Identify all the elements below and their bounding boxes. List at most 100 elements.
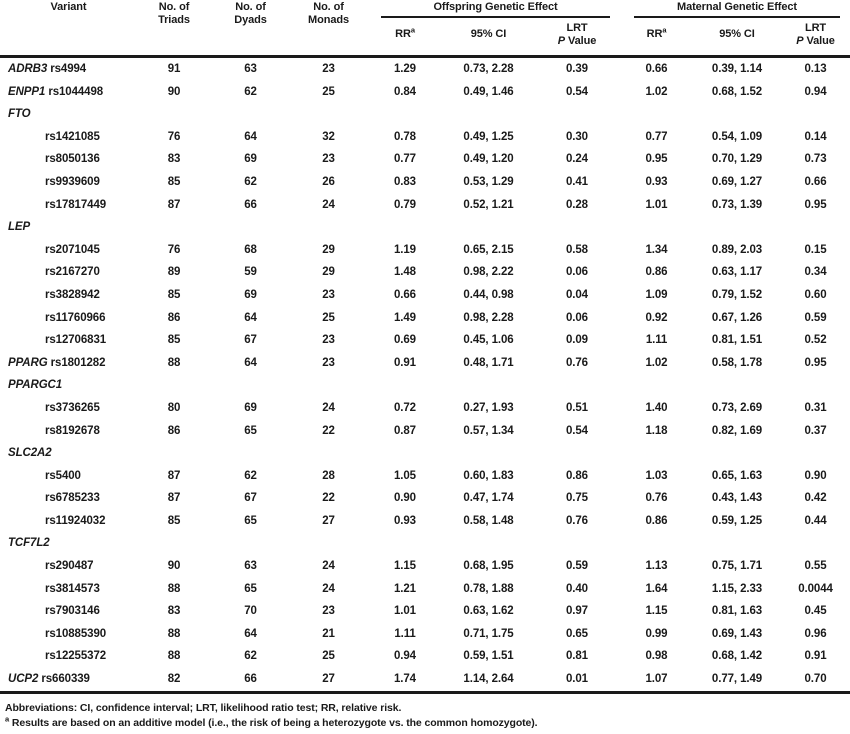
o-ci-cell: 0.98, 2.22	[463, 266, 514, 279]
o-rr-cell: 0.84	[394, 85, 416, 98]
m-rr-cell: 1.64	[645, 582, 668, 595]
m-p-cell: 0.52	[804, 334, 827, 347]
variant-data-row: rs8050136 83 69 23 0.77 0.49, 1.20 0.24 0.95 0.7…	[0, 148, 850, 171]
monads-cell: 26	[322, 175, 335, 188]
m-rr-cell: 1.02	[645, 356, 668, 369]
o-p-cell: 0.81	[566, 650, 588, 663]
abbreviations-note: Abbreviations: CI, confidence interval; …	[5, 701, 402, 714]
dyads-cell: 69	[244, 401, 257, 414]
col-header-dyads: No. of Dyads	[211, 0, 290, 58]
col-header-offspring-ci: 95% CI	[443, 18, 534, 58]
o-rr-cell: 0.66	[394, 288, 416, 301]
variant-data-row: PPARG rs1801282 88 64 23 0.91 0.48, 1.71 0.76 1…	[0, 352, 850, 375]
o-ci-cell: 0.57, 1.34	[463, 424, 514, 437]
m-rr-cell: 0.95	[645, 153, 668, 166]
dyads-cell: 66	[211, 668, 290, 694]
m-rr-cell: 1.15	[645, 605, 668, 618]
variant-cell: UCP2 rs660339	[0, 668, 137, 694]
gene-name: UCP2	[8, 673, 39, 686]
p-label: P	[557, 34, 566, 47]
offspring-effect-group-header: Offspring Genetic Effect	[367, 0, 620, 18]
gene-group-row: LEP	[0, 216, 850, 239]
m-p-cell: 0.60	[804, 288, 827, 301]
o-p-cell: 0.86	[566, 469, 588, 482]
gene-name: SLC2A2	[8, 447, 52, 460]
o-rr-cell: 1.11	[394, 627, 416, 640]
monads-cell: 29	[322, 243, 335, 256]
value-label: Value	[806, 34, 835, 47]
m-rr-cell: 1.18	[645, 424, 668, 437]
maternal-effect-group-label: Maternal Genetic Effect	[634, 1, 841, 18]
m-p-cell: 0.90	[804, 469, 827, 482]
o-rr-cell: 0.78	[394, 130, 416, 143]
m-ci-cell: 0.73, 1.39	[711, 198, 763, 211]
variant-cell: rs290487	[0, 555, 137, 578]
col-header-monads: No. of Monads	[290, 0, 367, 58]
rsid: rs3814573	[45, 582, 100, 595]
triads-cell: 87	[167, 492, 181, 505]
o-rr-cell: 1.01	[394, 605, 416, 618]
o-ci-cell: 0.52, 1.21	[463, 198, 514, 211]
variant-data-row: rs7903146 83 70 23 1.01 0.63, 1.62 0.97 1.15 0.8…	[0, 600, 850, 623]
col-header-maternal-ci: 95% CI	[693, 18, 781, 58]
rsid: rs12706831	[45, 334, 107, 347]
m-rr-cell: 0.66	[645, 63, 668, 75]
o-p-cell: 0.06	[566, 311, 588, 324]
monads-cell: 25	[322, 85, 335, 98]
variant-cell: rs3814573	[0, 578, 137, 601]
m-ci-cell: 0.58, 1.78	[711, 356, 763, 369]
triads-cell: 83	[167, 605, 181, 618]
monads-cell: 24	[322, 582, 335, 595]
o-rr-cell: 0.83	[394, 175, 416, 188]
m-ci-cell: 0.39, 1.14	[711, 63, 763, 75]
rsid: rs3736265	[45, 401, 100, 414]
monads-cell: 32	[322, 130, 335, 143]
variant-data-row: rs11924032 85 65 27 0.93 0.58, 1.48 0.76 0.86 0.…	[0, 510, 850, 533]
value-label: Value	[567, 34, 597, 47]
m-rr-cell: 0.86	[645, 266, 668, 279]
m-ci-cell: 0.54, 1.09	[711, 130, 763, 143]
dyads-cell: 62	[244, 85, 257, 98]
monads-cell: 27	[290, 668, 367, 694]
m-p-cell: 0.37	[804, 424, 827, 437]
m-ci-cell: 0.73, 2.69	[711, 401, 763, 414]
rsid: rs12255372	[45, 650, 107, 663]
variant-data-row: rs3736265 80 69 24 0.72 0.27, 1.93 0.51 1.40 0.7…	[0, 397, 850, 420]
triads-cell: 86	[167, 311, 181, 324]
rr-label: RR	[395, 28, 411, 40]
dyads-cell: 65	[244, 582, 257, 595]
dyads-cell: 62	[244, 469, 257, 482]
m-rr-cell: 1.01	[645, 198, 668, 211]
rsid: rs9939609	[45, 175, 100, 188]
m-ci-cell: 0.69, 1.43	[711, 627, 763, 640]
monads-cell: 24	[322, 198, 335, 211]
o-ci-cell: 0.44, 0.98	[463, 288, 514, 301]
gene-group-row: SLC2A2	[0, 442, 850, 465]
dyads-cell: 65	[244, 514, 257, 527]
monads-cell: 23	[322, 153, 335, 166]
additive-model-note: a Results are based on an additive model…	[5, 715, 844, 731]
variant-cell: SLC2A2	[0, 442, 850, 465]
o-p-cell: 0.04	[566, 288, 588, 301]
variant-cell: rs5400	[0, 465, 137, 488]
m-p-cell: 0.42	[804, 492, 827, 505]
monads-cell: 23	[322, 334, 335, 347]
lrt-label: LRT	[804, 21, 827, 34]
o-rr-cell: 1.19	[394, 243, 416, 256]
triads-cell: 76	[167, 243, 181, 256]
variant-cell: rs2167270	[0, 261, 137, 284]
m-ci-cell: 0.69, 1.27	[711, 175, 763, 188]
sub-header-row: RRa 95% CI LRT P Value RRa 95% CI LRT P Va…	[0, 18, 850, 58]
variant-data-row: rs3828942 85 69 23 0.66 0.44, 0.98 0.04 1.09 0.7…	[0, 284, 850, 307]
o-rr-cell: 0.87	[394, 424, 416, 437]
dyads-cell: 67	[244, 334, 257, 347]
dyads-cell: 63	[244, 560, 257, 573]
o-rr-cell: 1.29	[394, 63, 416, 75]
table-footnotes: Abbreviations: CI, confidence interval; …	[0, 694, 850, 734]
variant-data-row: rs12706831 85 67 23 0.69 0.45, 1.06 0.09 1.11 0.…	[0, 329, 850, 352]
triads-cell: 87	[167, 469, 181, 482]
rsid: rs4994	[50, 63, 87, 75]
monads-cell: 24	[322, 560, 335, 573]
variant-cell: rs3736265	[0, 397, 137, 420]
variant-data-row: rs5400 87 62 28 1.05 0.60, 1.83 0.86 1.03 0.65, …	[0, 465, 850, 488]
